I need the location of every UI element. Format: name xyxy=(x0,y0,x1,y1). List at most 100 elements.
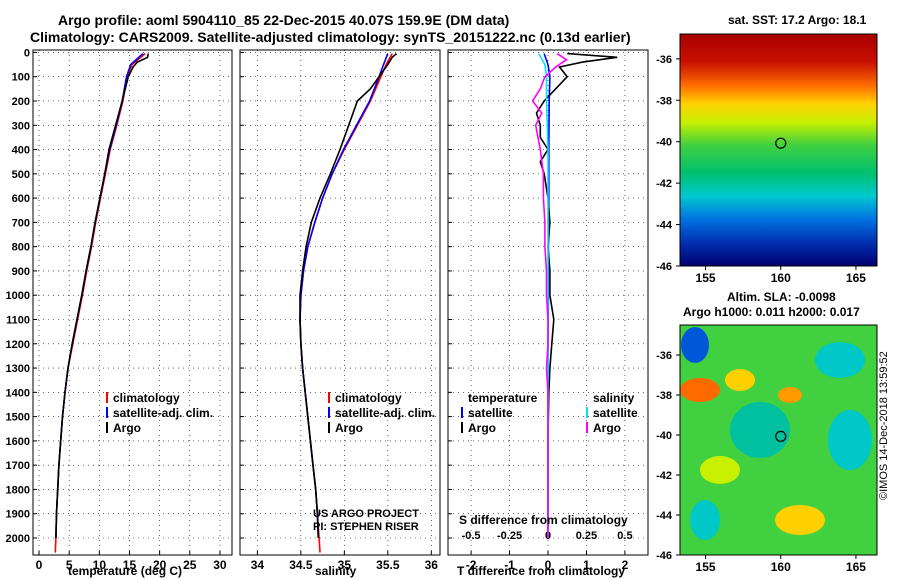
sla-blob xyxy=(680,378,720,402)
map-lat-label: -40 xyxy=(656,430,672,442)
x-tick-label: 30 xyxy=(213,558,227,572)
x-tick-label: 10 xyxy=(93,558,107,572)
depth-tick-label: 900 xyxy=(12,266,30,278)
map-lat-label: -46 xyxy=(656,261,672,273)
x-tick-label: -1 xyxy=(504,558,515,572)
x-tick-label: 34 xyxy=(251,558,265,572)
depth-tick-label: 0 xyxy=(24,47,30,59)
sla-blob xyxy=(730,402,790,458)
depth-tick-label: 1900 xyxy=(6,509,30,521)
series-line-argo xyxy=(299,52,398,539)
project-label: US ARGO PROJECT xyxy=(313,508,419,520)
x-tick-label: 0 xyxy=(36,558,43,572)
map-lon-label: 160 xyxy=(771,271,791,285)
sst-map-field xyxy=(680,34,877,266)
map-lon-label: 165 xyxy=(846,271,866,285)
depth-tick-label: 300 xyxy=(12,120,30,132)
x-tick-label: 2 xyxy=(622,558,629,572)
temperature-xlabel: temperature (deg C) xyxy=(68,564,182,578)
x-tick-label: 15 xyxy=(123,558,137,572)
legend-swatch-satellite-adj xyxy=(106,407,108,418)
depth-tick-label: 200 xyxy=(12,96,30,108)
legend-satellite-adj: satellite-adj. clim. xyxy=(113,406,213,420)
map-lat-label: -38 xyxy=(656,95,672,107)
legend-t-argo: Argo xyxy=(468,421,496,435)
x-tick-label: 1 xyxy=(583,558,590,572)
x-tick-label: 20 xyxy=(153,558,167,572)
map-lon-label: 160 xyxy=(771,560,791,574)
depth-tick-label: 2000 xyxy=(6,533,30,545)
depth-tick-label: 600 xyxy=(12,193,30,205)
map-lat-label: -42 xyxy=(656,178,672,190)
map-lon-label: 165 xyxy=(846,560,866,574)
x-tick-label: 0 xyxy=(545,558,552,572)
x-tick-label: 25 xyxy=(183,558,197,572)
series-line-climatology xyxy=(54,52,146,553)
difference-xlabel-top: S difference from climatology xyxy=(459,513,628,527)
map-lon-label: 155 xyxy=(696,271,716,285)
depth-tick-label: 700 xyxy=(12,217,30,229)
depth-tick-label: 1400 xyxy=(6,387,30,399)
pi-label: PI: STEPHEN RISER xyxy=(313,521,419,533)
x-tick-label: -2 xyxy=(466,558,477,572)
sla-map-title2: Argo h1000: 0.011 h2000: 0.017 xyxy=(683,305,860,319)
legend-swatch-s-argo xyxy=(586,422,588,433)
legend-swatch-t-argo xyxy=(461,422,463,433)
map-lat-label: -38 xyxy=(656,390,672,402)
legend-climatology-s: climatology xyxy=(335,391,402,405)
x-tick-label: 35.5 xyxy=(376,558,400,572)
sla-map-title1: Altim. SLA: -0.0098 xyxy=(727,290,836,304)
series-layer xyxy=(54,52,618,553)
depth-tick-label: 400 xyxy=(12,145,30,157)
difference-xlabel: T difference from climatology xyxy=(457,564,625,578)
legend-swatch-t-satellite xyxy=(461,407,463,418)
legend-temperature-head: temperature xyxy=(468,391,538,405)
legend-swatch-satellite-adj-s xyxy=(328,407,330,418)
depth-tick-label: 1200 xyxy=(6,339,30,351)
legend-swatch-argo xyxy=(106,422,108,433)
sla-map-frame xyxy=(679,324,878,556)
depth-tick-label: 1000 xyxy=(6,290,30,302)
s-diff-tick-label: -0.5 xyxy=(462,530,481,542)
legend-s-argo: Argo xyxy=(593,421,621,435)
sla-blob xyxy=(778,387,802,403)
legend-climatology: climatology xyxy=(113,391,180,405)
chart-title-line2: Climatology: CARS2009. Satellite-adjuste… xyxy=(30,29,631,45)
map-lat-label: -44 xyxy=(656,510,673,522)
tick-layer: 0100200300400500600700800900100011001200… xyxy=(6,47,633,572)
map-lat-label: -36 xyxy=(656,350,672,362)
legend-swatch-climatology xyxy=(106,392,108,403)
sla-blob xyxy=(815,342,865,378)
map-lat-label: -40 xyxy=(656,137,672,149)
sla-blob xyxy=(775,505,825,535)
depth-tick-label: 1800 xyxy=(6,484,30,496)
depth-tick-label: 1500 xyxy=(6,412,30,424)
legend-t-satellite: satellite xyxy=(468,406,513,420)
sst-map-title: sat. SST: 17.2 Argo: 18.1 xyxy=(728,13,867,27)
series-line-argo xyxy=(55,53,149,539)
legend-swatch-argo-s xyxy=(328,422,330,433)
sla-blob xyxy=(725,369,755,391)
sla-float-marker xyxy=(775,430,787,442)
depth-tick-label: 1300 xyxy=(6,363,30,375)
legend-salinity-head: salinity xyxy=(593,391,635,405)
s-diff-tick-label: 0.5 xyxy=(617,530,632,542)
sla-blob xyxy=(690,500,720,540)
map-lat-label: -36 xyxy=(656,54,672,66)
chart-title-line1: Argo profile: aoml 5904110_85 22-Dec-201… xyxy=(58,12,510,28)
depth-tick-label: 500 xyxy=(12,169,30,181)
depth-tick-label: 1600 xyxy=(6,436,30,448)
map-lat-label: -46 xyxy=(656,550,672,562)
depth-tick-label: 100 xyxy=(12,72,30,84)
temperature-plot-frame xyxy=(32,49,233,556)
x-tick-label: 36 xyxy=(425,558,439,572)
sst-float-marker xyxy=(775,137,787,149)
salinity-xlabel: salinity xyxy=(315,564,357,578)
sst-map-frame xyxy=(679,33,878,267)
series-line-salinity-argo xyxy=(531,52,568,538)
grid-layer xyxy=(33,50,648,555)
depth-tick-label: 1700 xyxy=(6,460,30,472)
imos-credit: ©IMOS 14-Dec-2018 13:59:52 xyxy=(878,351,890,500)
map-lat-label: -42 xyxy=(656,470,672,482)
